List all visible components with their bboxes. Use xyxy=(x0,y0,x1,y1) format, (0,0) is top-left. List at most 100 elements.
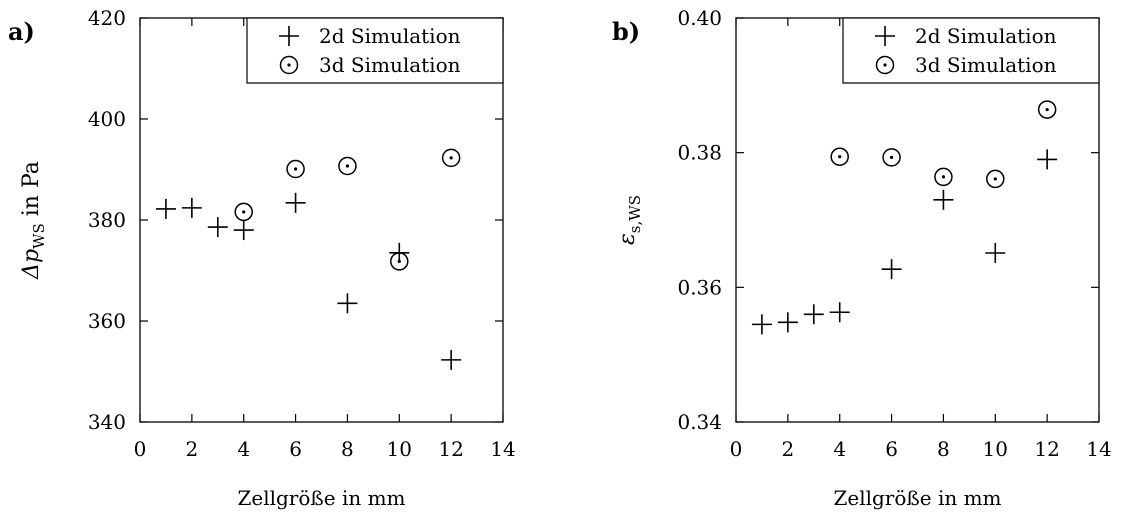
y-tick-label: 0.36 xyxy=(677,275,722,299)
data-point xyxy=(441,148,461,168)
series-2 xyxy=(234,148,461,271)
x-tick-label: 14 xyxy=(1086,437,1111,461)
y-axis-label: εs,WS xyxy=(615,195,644,245)
legend: 2d Simulation 3d Simulation xyxy=(246,17,504,84)
marker-dot xyxy=(242,210,246,214)
x-axis-label: Zellgröße in mm xyxy=(833,486,1001,510)
y-tick-label: 0.38 xyxy=(677,141,722,165)
legend: 2d Simulation 3d Simulation xyxy=(842,17,1100,84)
legend-marker xyxy=(279,26,299,46)
x-tick-label: 12 xyxy=(1034,437,1059,461)
data-point xyxy=(829,302,850,323)
data-point xyxy=(830,147,849,166)
x-tick-label: 8 xyxy=(341,437,354,461)
y-axis-label: ΔpWS in Pa xyxy=(19,161,48,280)
data-point xyxy=(234,202,253,222)
y-tick-label: 340 xyxy=(88,410,126,434)
x-tick-label: 6 xyxy=(289,437,302,461)
data-point xyxy=(1037,100,1057,119)
data-point xyxy=(985,242,1006,263)
marker-dot xyxy=(941,175,946,179)
x-tick-label: 4 xyxy=(833,437,846,461)
legend-label: 2d Simulation xyxy=(915,24,1057,48)
marker-dot xyxy=(293,167,298,171)
y-tick-label: 400 xyxy=(88,107,126,131)
y-tick-label: 380 xyxy=(88,208,126,232)
data-point xyxy=(933,189,954,210)
marker-dot xyxy=(287,63,291,67)
legend-item: 2d Simulation xyxy=(279,24,461,48)
marker-ring xyxy=(338,156,357,176)
marker-ring xyxy=(934,167,953,187)
series-2 xyxy=(830,100,1057,189)
x-tick-label: 10 xyxy=(387,437,412,461)
data-point xyxy=(934,167,953,187)
legend-marker xyxy=(875,55,895,75)
data-point xyxy=(207,217,228,238)
x-tick-label: 4 xyxy=(237,437,250,461)
marker-ring xyxy=(390,252,409,271)
y-tick-label: 0.40 xyxy=(677,6,722,30)
marker-ring xyxy=(234,202,253,222)
legend-marker xyxy=(875,26,895,46)
data-point xyxy=(751,314,772,335)
marker-dot xyxy=(449,156,453,160)
legend-label: 3d Simulation xyxy=(915,53,1057,77)
legend-item: 2d Simulation xyxy=(875,24,1057,48)
x-tick-label: 0 xyxy=(730,437,743,461)
data-point xyxy=(181,197,202,218)
y-tick-label: 0.34 xyxy=(677,410,722,434)
x-tick-label: 10 xyxy=(983,437,1008,461)
data-point xyxy=(337,293,358,314)
data-point xyxy=(233,220,254,241)
marker-ring xyxy=(279,55,299,75)
marker-dot xyxy=(883,63,887,67)
legend-marker xyxy=(279,55,299,75)
marker-ring xyxy=(1037,100,1057,119)
data-point xyxy=(155,198,176,219)
legend-label: 3d Simulation xyxy=(319,53,461,77)
data-point xyxy=(338,156,357,176)
data-point xyxy=(986,169,1005,189)
marker-dot xyxy=(889,155,894,159)
marker-dot xyxy=(345,164,350,168)
marker-ring xyxy=(986,169,1005,189)
marker-ring xyxy=(286,159,305,179)
x-tick-label: 8 xyxy=(937,437,950,461)
series-1 xyxy=(155,192,462,370)
series-1 xyxy=(751,149,1058,335)
data-point xyxy=(285,192,306,213)
marker-dot xyxy=(993,177,997,181)
data-point xyxy=(441,349,462,370)
legend-item: 3d Simulation xyxy=(875,53,1057,77)
data-point xyxy=(390,252,409,271)
x-tick-label: 6 xyxy=(885,437,898,461)
marker-dot xyxy=(838,155,842,159)
marker-ring xyxy=(875,55,895,75)
y-tick-label: 360 xyxy=(88,309,126,333)
x-tick-label: 0 xyxy=(134,437,147,461)
panel-b: b) 0 2 4 6 8 10 12 14 0.34 0.36 0.38 0.40 Zellgröße i… xyxy=(612,6,1112,510)
x-axis-label: Zellgröße in mm xyxy=(237,486,405,510)
y-tick-label: 420 xyxy=(88,6,126,30)
marker-dot xyxy=(1045,107,1049,112)
data-point xyxy=(882,148,901,167)
data-point xyxy=(777,312,798,333)
legend-item: 3d Simulation xyxy=(279,53,461,77)
panel-label: a) xyxy=(8,17,35,46)
marker-dot xyxy=(397,259,401,264)
data-point xyxy=(881,259,902,280)
panel-a: a) 0 2 4 6 8 10 12 14 340 360 380 400 420 Zellgröße in… xyxy=(8,6,516,510)
data-point xyxy=(803,304,824,325)
marker-ring xyxy=(882,148,901,167)
x-tick-label: 12 xyxy=(438,437,463,461)
x-tick-label: 2 xyxy=(185,437,198,461)
data-point xyxy=(286,159,305,179)
panel-label: b) xyxy=(612,17,640,46)
x-tick-label: 2 xyxy=(781,437,794,461)
legend-label: 2d Simulation xyxy=(319,24,461,48)
marker-ring xyxy=(830,147,849,166)
marker-ring xyxy=(441,148,461,168)
data-point xyxy=(1037,149,1058,170)
